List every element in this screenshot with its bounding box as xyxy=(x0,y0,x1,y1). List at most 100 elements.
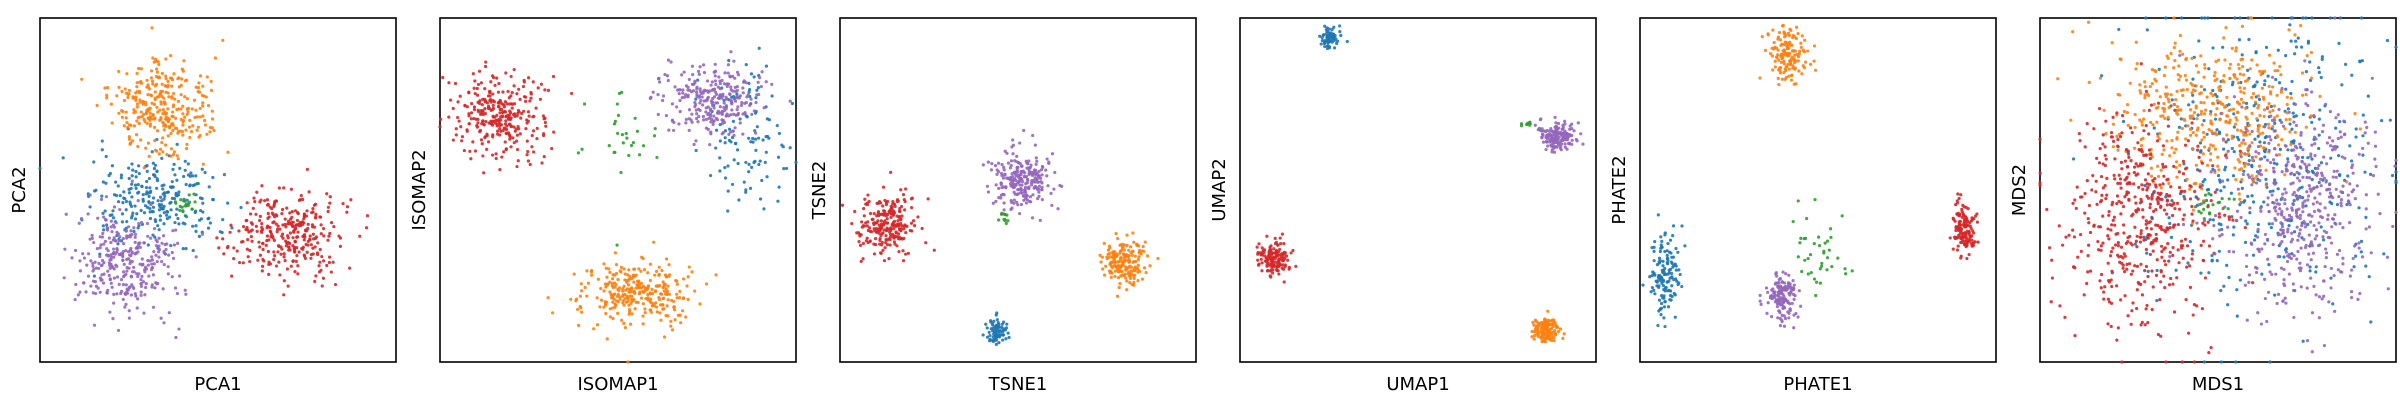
scatter-point-4 xyxy=(441,75,445,80)
scatter-point-5 xyxy=(109,253,113,257)
scatter-point-5 xyxy=(661,94,666,98)
scatter-point-1 xyxy=(2284,87,2288,91)
scatter-point-1 xyxy=(1676,282,1680,287)
scatter-point-2 xyxy=(2172,45,2176,50)
scatter-point-5 xyxy=(1011,138,1015,142)
scatter-point-4 xyxy=(507,133,512,137)
scatter-point-5 xyxy=(1020,191,1024,195)
scatter-point-1 xyxy=(2211,218,2215,222)
scatter-point-1 xyxy=(2304,204,2308,208)
scatter-point-5 xyxy=(62,276,66,280)
scatter-point-2 xyxy=(197,81,201,85)
scatter-point-2 xyxy=(1114,255,1118,259)
scatter-point-1 xyxy=(2223,165,2228,169)
scatter-point-2 xyxy=(2142,108,2146,113)
scatter-point-4 xyxy=(879,201,883,205)
scatter-point-4 xyxy=(294,259,298,263)
scatter-point-5 xyxy=(117,282,121,286)
scatter-point-4 xyxy=(1278,262,1282,266)
scatter-point-2 xyxy=(147,154,151,158)
scatter-point-2 xyxy=(178,129,183,133)
scatter-point-1 xyxy=(125,219,129,224)
scatter-point-4 xyxy=(240,240,244,244)
scatter-point-1 xyxy=(88,205,92,209)
scatter-point-5 xyxy=(1550,150,1554,154)
scatter-point-5 xyxy=(99,197,104,201)
scatter-point-3 xyxy=(1828,227,1833,231)
scatter-point-2 xyxy=(648,262,653,266)
scatter-point-3 xyxy=(193,200,197,204)
scatter-point-2 xyxy=(598,305,602,309)
plot-4: UMAP1 UMAP2 xyxy=(1209,17,1597,395)
scatter-point-2 xyxy=(1545,329,1549,333)
scatter-point-1 xyxy=(169,243,173,248)
scatter-point-1 xyxy=(2215,188,2219,192)
scatter-point-1 xyxy=(747,136,751,140)
scatter-point-2 xyxy=(628,274,632,279)
scatter-point-1 xyxy=(105,223,109,227)
scatter-point-3 xyxy=(188,200,192,204)
scatter-point-4 xyxy=(542,117,546,121)
scatter-point-5 xyxy=(994,183,998,187)
scatter-point-4 xyxy=(438,125,442,129)
scatter-point-1 xyxy=(1656,213,1660,217)
scatter-point-5 xyxy=(137,272,141,276)
scatter-point-2 xyxy=(641,256,645,261)
scatter-point-5 xyxy=(686,88,690,92)
scatter-point-5 xyxy=(701,114,706,119)
scatter-point-1 xyxy=(222,173,226,177)
scatter-point-1 xyxy=(2301,339,2305,343)
scatter-point-2 xyxy=(1773,59,1777,63)
scatter-point-5 xyxy=(124,249,128,253)
scatter-point-1 xyxy=(2248,211,2252,215)
scatter-point-4 xyxy=(473,149,478,153)
scatter-point-4 xyxy=(319,268,323,272)
scatter-point-2 xyxy=(2218,117,2222,122)
scatter-point-1 xyxy=(757,162,761,167)
scatter-point-2 xyxy=(636,284,640,289)
scatter-point-1 xyxy=(1323,44,1327,49)
scatter-point-4 xyxy=(479,112,483,117)
scatter-point-5 xyxy=(127,309,131,313)
scatter-point-5 xyxy=(125,269,129,273)
scatter-point-2 xyxy=(181,118,186,123)
scatter-point-4 xyxy=(279,252,283,256)
scatter-point-2 xyxy=(2224,119,2228,123)
scatter-point-2 xyxy=(621,293,625,297)
scatter-point-4 xyxy=(1271,268,1275,272)
scatter-point-1 xyxy=(171,167,175,172)
scatter-point-1 xyxy=(2308,60,2312,64)
scatter-point-4 xyxy=(883,198,887,203)
scatter-point-2 xyxy=(632,273,636,277)
scatter-point-2 xyxy=(672,308,677,312)
scatter-point-1 xyxy=(1670,284,1674,288)
scatter-point-2 xyxy=(201,162,205,166)
scatter-point-4 xyxy=(1954,228,1958,233)
scatter-point-1 xyxy=(2247,158,2251,163)
scatter-point-5 xyxy=(1025,161,1029,165)
scatter-point-2 xyxy=(2225,95,2229,99)
scatter-point-5 xyxy=(78,269,83,273)
scatter-point-5 xyxy=(1541,133,1545,137)
scatter-point-2 xyxy=(2309,76,2314,80)
scatter-point-4 xyxy=(1270,251,1274,255)
scatter-point-5 xyxy=(166,265,170,269)
scatter-point-2 xyxy=(144,111,148,116)
scatter-point-2 xyxy=(2209,119,2213,123)
scatter-point-2 xyxy=(623,297,627,301)
scatter-point-2 xyxy=(154,74,159,79)
scatter-point-1 xyxy=(1001,338,1005,342)
scatter-point-2 xyxy=(2199,91,2203,95)
scatter-point-5 xyxy=(698,101,702,105)
scatter-point-2 xyxy=(149,69,154,73)
scatter-point-5 xyxy=(106,249,110,253)
scatter-point-5 xyxy=(723,71,727,75)
scatter-point-2 xyxy=(1132,276,1136,280)
scatter-point-2 xyxy=(2223,58,2227,62)
scatter-point-2 xyxy=(2158,95,2162,99)
scatter-point-2 xyxy=(1127,260,1131,264)
scatter-point-1 xyxy=(144,186,149,190)
scatter-point-1 xyxy=(2321,238,2326,242)
scatter-point-4 xyxy=(311,237,316,241)
scatter-point-2 xyxy=(170,84,174,88)
